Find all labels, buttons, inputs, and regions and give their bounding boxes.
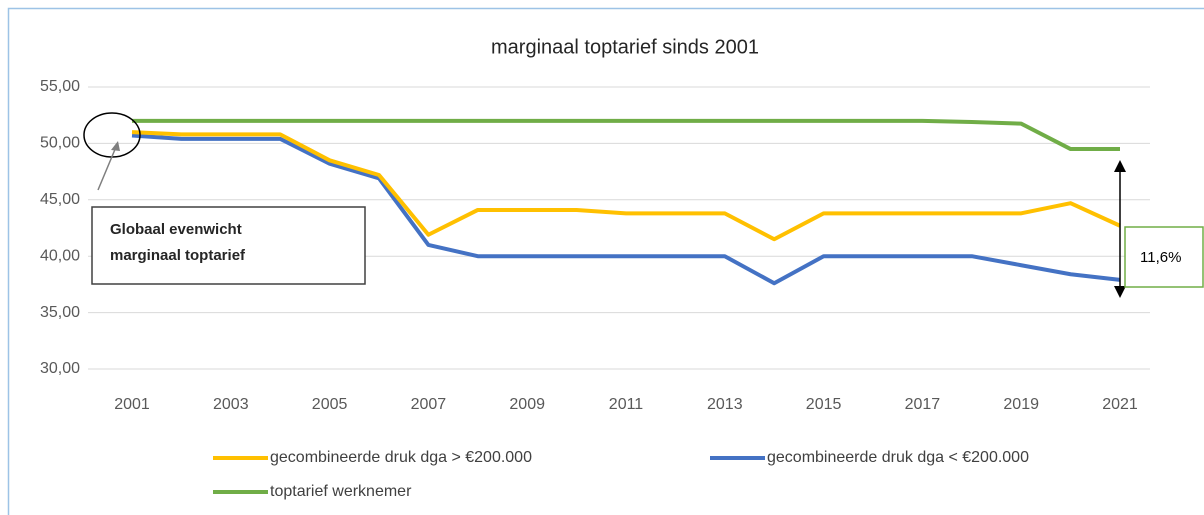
annotation-box — [1124, 226, 1204, 288]
x-tick-label: 2017 — [905, 396, 941, 413]
y-tick-label: 55,00 — [40, 78, 80, 95]
y-tick-label: 30,00 — [40, 360, 80, 377]
pointer-arrow — [97, 146, 117, 191]
highlight-ellipse — [83, 112, 141, 158]
series-line — [131, 130, 1121, 242]
y-tick-label: 40,00 — [40, 247, 80, 264]
y-tick-label: 35,00 — [40, 304, 80, 321]
chart-border — [7, 7, 1204, 515]
plot-area: 30,00 35,00 40,00 45,00 50,00 55,00 2001 2003 20… — [40, 78, 1150, 413]
arrow-head — [1114, 286, 1126, 298]
legend-label: toptarief werknemer — [270, 483, 412, 500]
x-tick-label: 2001 — [114, 396, 150, 413]
x-tick-label: 2003 — [213, 396, 249, 413]
annotation: marginaal toptarief — [110, 247, 246, 264]
annotation: Globaal evenwicht — [110, 221, 242, 238]
x-tick-label: 2007 — [411, 396, 447, 413]
legend-label: gecombineerde druk dga > €200.000 — [270, 449, 532, 466]
x-tick-label: 2021 — [1102, 396, 1138, 413]
arrow-head — [111, 141, 120, 151]
annotation: 11,6% — [1140, 249, 1181, 266]
y-tick-label: 50,00 — [40, 135, 80, 152]
x-tick-label: 2005 — [312, 396, 348, 413]
annotation-box — [91, 206, 366, 285]
legend-label: gecombineerde druk dga < €200.000 — [767, 449, 1029, 466]
x-tick-label: 2019 — [1003, 396, 1039, 413]
x-tick-label: 2015 — [806, 396, 842, 413]
x-tick-label: 2013 — [707, 396, 743, 413]
chart-title: marginaal toptarief sinds 2001 — [491, 36, 759, 58]
arrow-head — [1114, 160, 1126, 172]
series-line — [131, 133, 1121, 286]
x-tick-label: 2009 — [509, 396, 545, 413]
y-tick-label: 45,00 — [40, 191, 80, 208]
x-tick-label: 2011 — [609, 396, 644, 413]
series-line — [132, 118, 1120, 152]
